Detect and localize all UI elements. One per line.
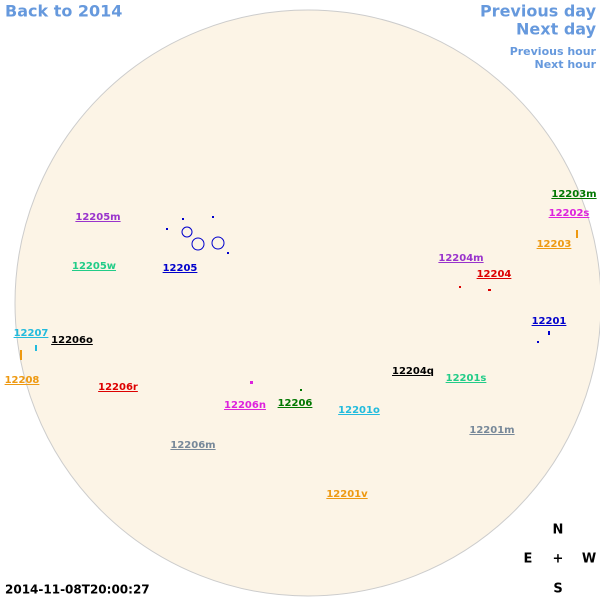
timestamp: 2014-11-08T20:00:27 — [5, 583, 150, 597]
spot — [212, 216, 214, 218]
region-label[interactable]: 12205w — [72, 261, 116, 272]
spot — [191, 237, 205, 251]
region-label[interactable]: 12201s — [446, 373, 487, 384]
region-label[interactable]: 12205m — [75, 212, 120, 223]
spot — [182, 218, 184, 220]
spot — [20, 350, 22, 360]
spot — [35, 345, 37, 351]
back-year-link[interactable]: Back to 2014 — [5, 2, 122, 21]
next-day-link[interactable]: Next day — [516, 20, 597, 39]
region-label[interactable]: 12208 — [5, 375, 40, 386]
spot — [166, 228, 168, 230]
spot — [459, 286, 461, 288]
spot — [548, 331, 550, 335]
region-label[interactable]: 12203 — [537, 239, 572, 250]
region-label[interactable]: 12206r — [98, 382, 138, 393]
spot — [227, 252, 229, 254]
next-hour-link[interactable]: Next hour — [535, 58, 597, 71]
region-label[interactable]: 12202s — [549, 208, 590, 219]
spot — [537, 341, 539, 343]
previous-hour-link[interactable]: Previous hour — [510, 45, 597, 58]
region-label[interactable]: 12204m — [438, 253, 483, 264]
region-label[interactable]: 12201o — [338, 405, 380, 416]
region-label[interactable]: 12207 — [14, 328, 49, 339]
previous-day-link[interactable]: Previous day — [480, 2, 597, 21]
spot — [488, 289, 491, 291]
compass-north: N — [553, 523, 564, 538]
spot — [211, 236, 225, 250]
region-label[interactable]: 12201v — [326, 489, 368, 500]
compass-center: + — [553, 552, 564, 567]
spot — [576, 230, 578, 238]
region-label[interactable]: 12201 — [532, 316, 567, 327]
region-label[interactable]: 12204q — [392, 366, 434, 377]
spot — [250, 381, 253, 384]
region-label[interactable]: 12206 — [278, 398, 313, 409]
region-label[interactable]: 12206m — [170, 440, 215, 451]
compass-east: E — [524, 552, 533, 567]
region-label[interactable]: 12206n — [224, 400, 266, 411]
region-label[interactable]: 12201m — [469, 425, 514, 436]
region-label[interactable]: 12206o — [51, 335, 93, 346]
spot — [300, 389, 302, 391]
region-label[interactable]: 12204 — [477, 269, 512, 280]
region-label[interactable]: 12205 — [163, 263, 198, 274]
solar-disk — [14, 9, 600, 597]
spot — [181, 226, 193, 238]
compass-south: S — [553, 582, 562, 597]
region-label[interactable]: 12203m — [551, 189, 596, 200]
compass-west: W — [582, 552, 596, 567]
sunspots — [20, 216, 578, 391]
